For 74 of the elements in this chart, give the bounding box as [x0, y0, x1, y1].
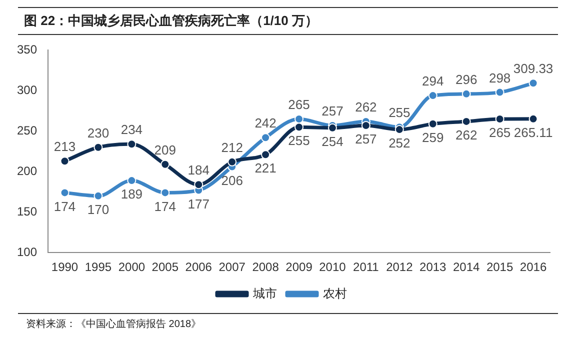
- data-label: 259: [422, 130, 444, 145]
- text: 资料来源：《中国心血管病报告 2018》: [18, 313, 558, 334]
- data-label: 254: [322, 134, 344, 149]
- data-label: 242: [254, 116, 276, 131]
- point: [160, 188, 170, 198]
- data-label: 213: [54, 139, 76, 154]
- data-label: 184: [188, 162, 210, 178]
- data-label: 262: [455, 128, 478, 143]
- point: [428, 119, 438, 128]
- data-label: 255: [288, 133, 310, 148]
- chart-title: 图 22：中国城乡居民心血管疾病死亡率（1/10 万）: [18, 7, 558, 35]
- data-label: 234: [120, 122, 143, 138]
- data-label: 309.33: [513, 61, 554, 76]
- point: [328, 123, 337, 132]
- x-tick-label: 1990: [51, 260, 78, 274]
- point: [261, 150, 270, 160]
- point: [127, 140, 136, 149]
- point: [94, 191, 103, 200]
- x-tick-label: 2013: [420, 260, 447, 274]
- data-label: 174: [154, 198, 176, 214]
- x-tick-label: 2007: [218, 260, 246, 274]
- data-label: 257: [355, 132, 377, 147]
- point: [94, 142, 103, 152]
- y-tick-label: 250: [16, 123, 38, 138]
- point: [528, 114, 538, 124]
- x-tick-label: 2010: [319, 260, 346, 274]
- y-tick-label: 100: [16, 244, 38, 259]
- point: [60, 156, 70, 166]
- data-label: 294: [422, 74, 444, 89]
- data-label: 189: [120, 186, 143, 202]
- x-tick-label: 2016: [520, 260, 547, 274]
- legend-label: 城市: [252, 286, 277, 300]
- data-label: 170: [87, 202, 110, 218]
- data-label: 265.11: [514, 125, 553, 140]
- point: [194, 180, 204, 190]
- data-label: 265: [288, 97, 310, 112]
- data-label: 212: [221, 140, 243, 156]
- point: [60, 188, 70, 198]
- x-tick-label: 2005: [152, 260, 179, 274]
- point: [228, 157, 237, 166]
- x-tick-label: 2014: [452, 260, 480, 274]
- data-label: 221: [254, 160, 276, 176]
- data-label: 252: [388, 136, 410, 151]
- y-tick-label: 200: [16, 164, 38, 178]
- x-tick-label: 2008: [252, 260, 280, 274]
- x-tick-label: 2000: [118, 260, 146, 274]
- point: [160, 160, 170, 169]
- y-tick-label: 300: [16, 82, 38, 97]
- point: [462, 89, 471, 98]
- point: [361, 120, 370, 130]
- data-label: 257: [322, 104, 344, 119]
- x-tick-label: 2012: [386, 260, 414, 274]
- data-label: 209: [154, 142, 176, 158]
- data-label: 296: [455, 72, 478, 87]
- x-tick-label: 2009: [286, 260, 313, 274]
- x-tick-label: 1995: [84, 260, 112, 274]
- data-label: 255: [388, 105, 410, 120]
- data-label: 177: [188, 196, 210, 212]
- data-label: 174: [54, 198, 76, 214]
- x-tick-label: 2006: [185, 260, 212, 274]
- point: [261, 133, 270, 142]
- point: [528, 78, 538, 88]
- data-label: 230: [87, 125, 110, 140]
- point: [294, 122, 304, 132]
- data-label: 298: [488, 70, 511, 86]
- data-label: 206: [221, 172, 243, 188]
- x-tick-label: 2011: [353, 260, 380, 274]
- legend-label: 农村: [323, 286, 347, 300]
- y-tick-label: 150: [16, 204, 38, 218]
- y-tick-label: 350: [16, 42, 38, 57]
- x-tick-label: 2015: [486, 260, 514, 274]
- point: [495, 88, 504, 97]
- data-label: 265: [488, 125, 511, 140]
- data-label: 262: [355, 100, 377, 115]
